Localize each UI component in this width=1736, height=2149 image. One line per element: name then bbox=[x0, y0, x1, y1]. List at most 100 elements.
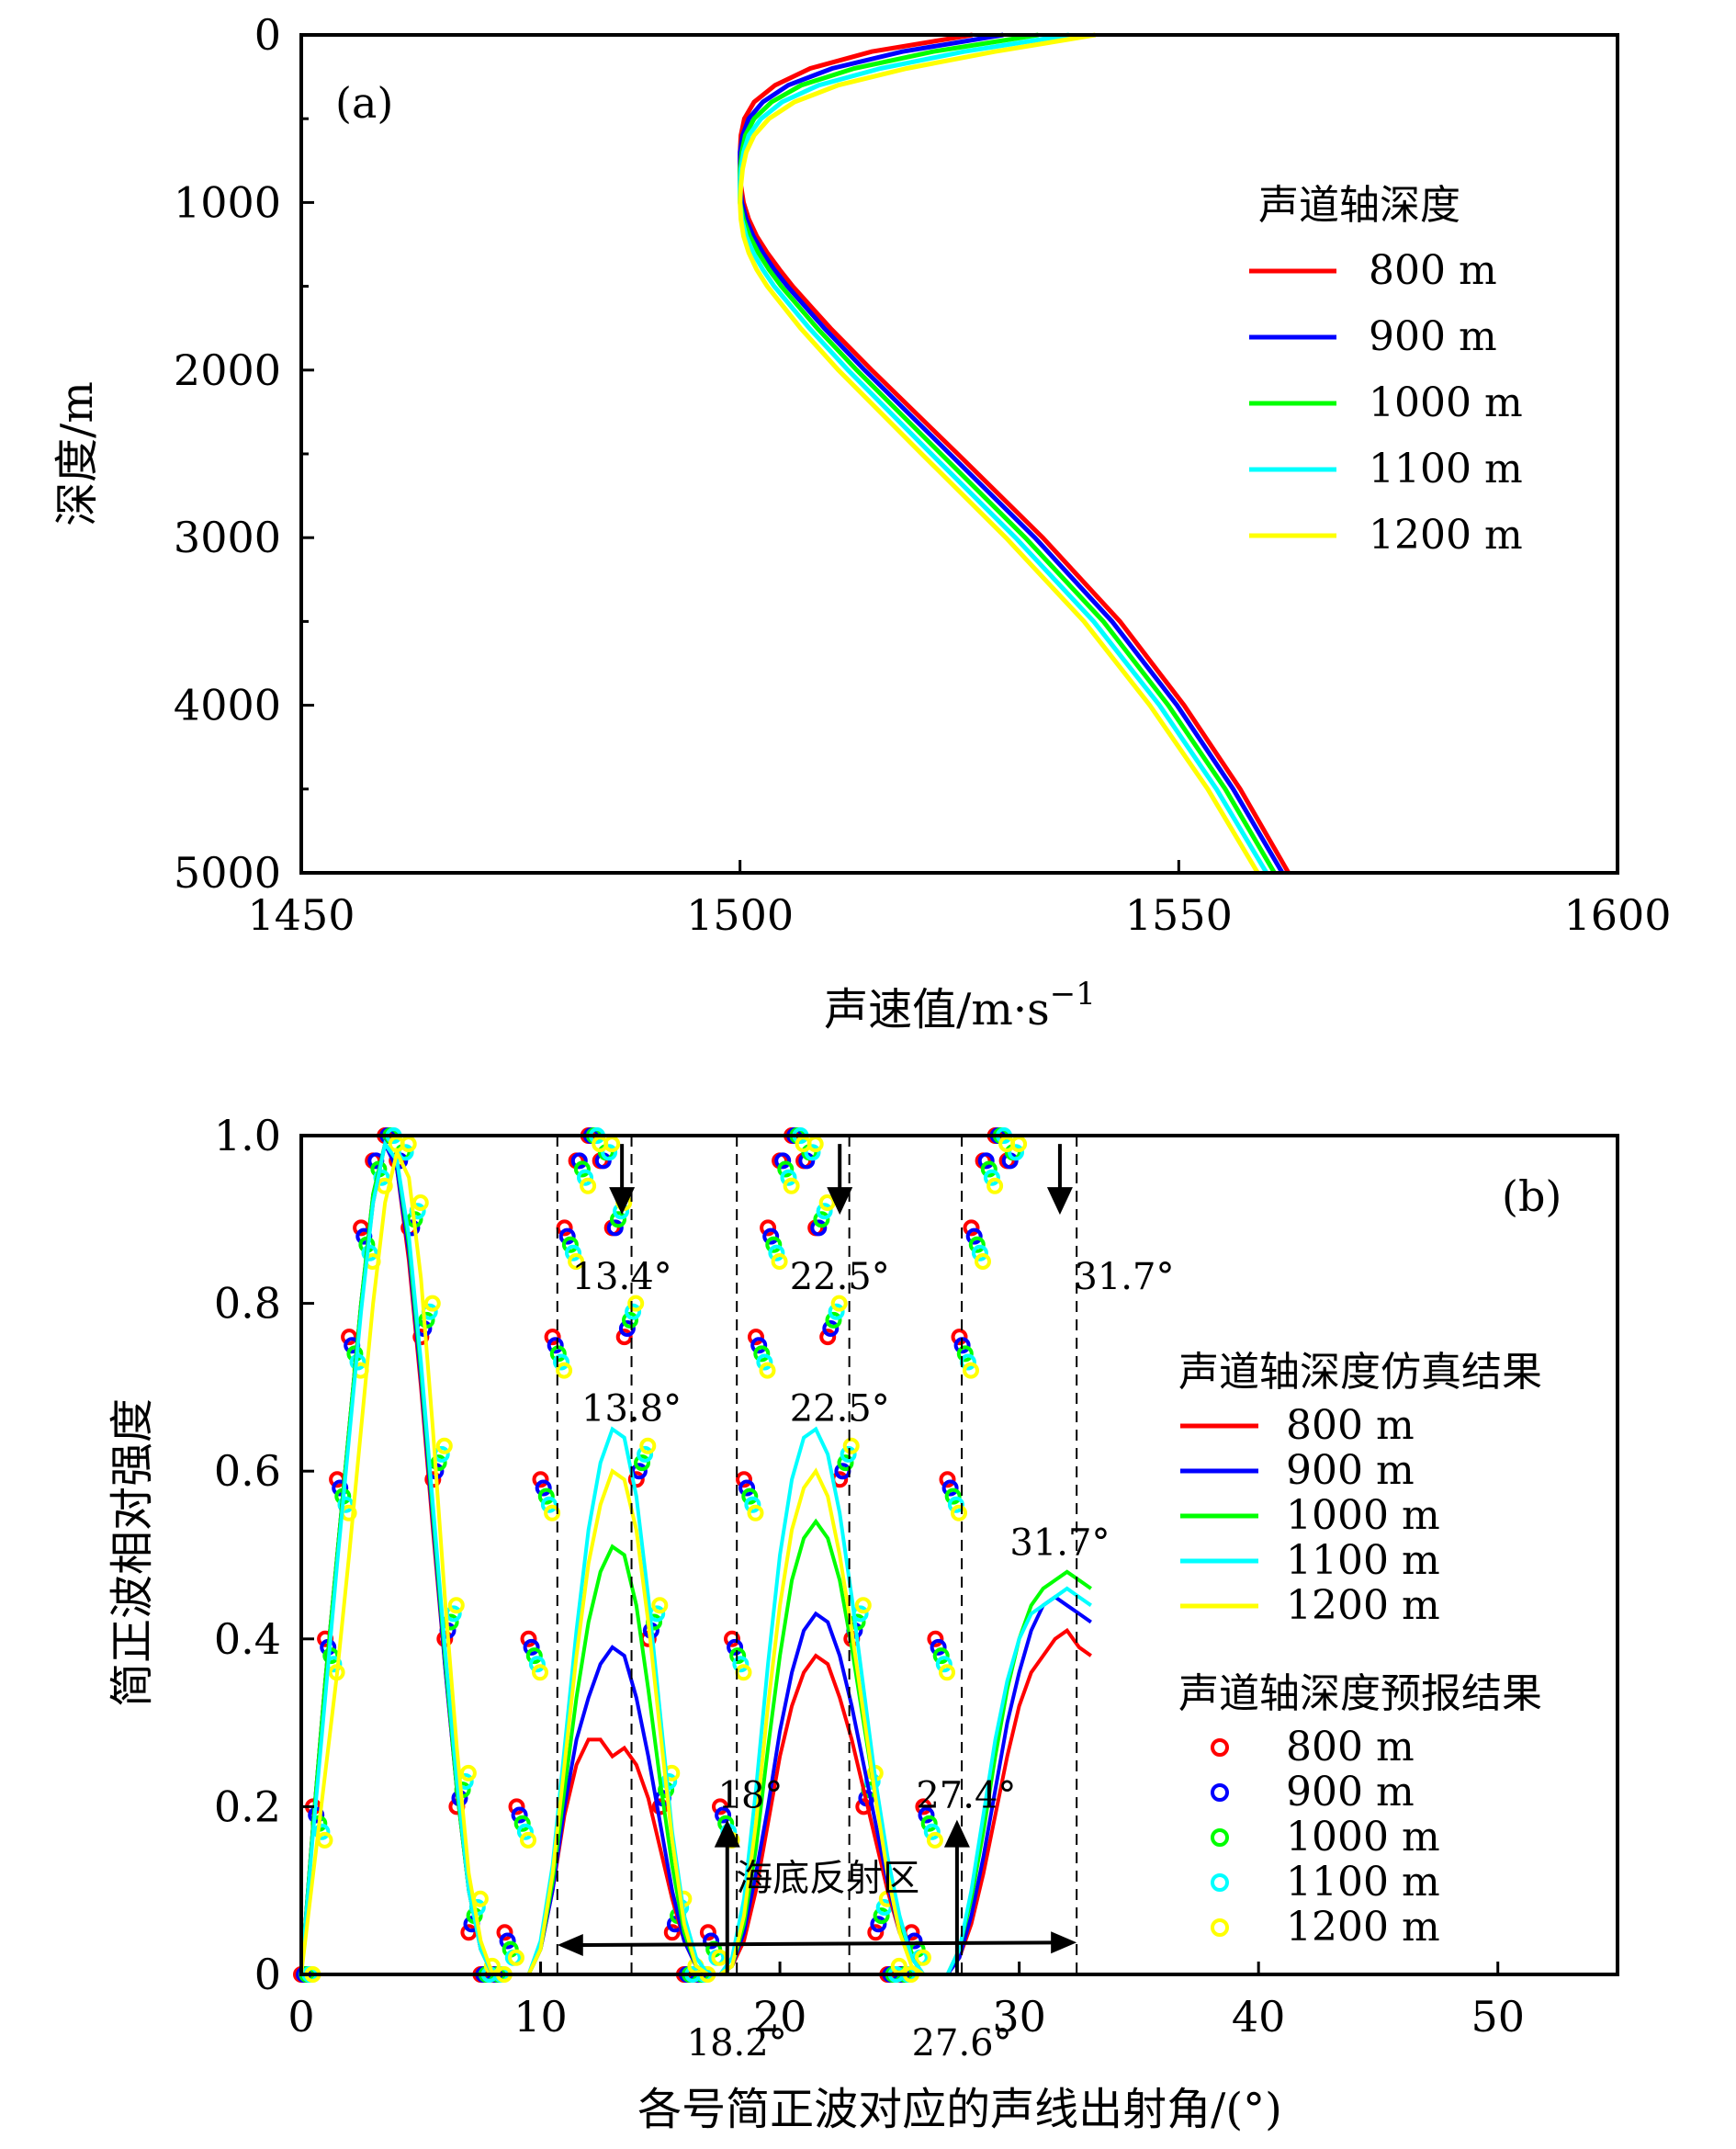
panel-b-pred-marker-3 bbox=[804, 1144, 821, 1161]
panel-b-annotation: 27.4° bbox=[916, 1774, 1016, 1816]
panel-a-ytick-label: 5000 bbox=[174, 848, 281, 898]
panel-a-ytick-label: 2000 bbox=[174, 345, 281, 395]
panel-b-legend-pred-swatch-1 bbox=[1211, 1783, 1229, 1802]
panel-b-pred-marker-1 bbox=[558, 1227, 576, 1245]
panel-b-pred-marker-3 bbox=[577, 1169, 593, 1186]
panel-b-legend-sim-title: 声道轴深度仿真结果 bbox=[1178, 1349, 1542, 1396]
panel-b-pred-marker-4 bbox=[400, 1136, 417, 1153]
panel-b-pred-marker-3 bbox=[923, 1823, 941, 1840]
panel-b-pred-marker-3 bbox=[397, 1144, 414, 1161]
panel-b-pred-marker-1 bbox=[547, 1337, 564, 1354]
panel-b-xtick-label: 30 bbox=[992, 1992, 1046, 2042]
panel-a-legend-label-3: 1100 m bbox=[1369, 446, 1523, 492]
panel-a-series-line-0 bbox=[738, 32, 1291, 875]
panel-b-pred-marker-4 bbox=[580, 1177, 597, 1194]
panel-b-legend-pred-label-0: 800 m bbox=[1286, 1724, 1415, 1770]
panel-b-legend-sim-label-4: 1200 m bbox=[1286, 1582, 1440, 1629]
panel-a-xtick-label: 1500 bbox=[686, 890, 794, 940]
panel-b-pred-marker-1 bbox=[606, 1219, 624, 1237]
panel-b-pred-marker-0 bbox=[736, 1471, 752, 1488]
panel-b-pred-marker-1 bbox=[570, 1152, 588, 1170]
panel-b-pred-marker-2 bbox=[813, 1211, 830, 1228]
panel-b-xtick-label: 20 bbox=[753, 1992, 807, 2042]
panel-b-pred-marker-2 bbox=[561, 1236, 579, 1253]
panel-b-pred-marker-3 bbox=[935, 1656, 953, 1673]
panel-b-pred-marker-3 bbox=[565, 1244, 581, 1261]
panel-b-ytick-label: 0 bbox=[254, 1950, 281, 1999]
panel-b-pred-marker-3 bbox=[1008, 1144, 1024, 1161]
panel-b-legend-pred-swatch-2 bbox=[1211, 1828, 1229, 1847]
panel-b-legend-pred-swatch-3 bbox=[1211, 1873, 1229, 1892]
panel-b-pred-marker-3 bbox=[732, 1656, 750, 1673]
panel-b-pred-marker-3 bbox=[780, 1169, 797, 1186]
panel-b-pred-marker-2 bbox=[622, 1311, 638, 1329]
panel-b-pred-marker-4 bbox=[423, 1295, 441, 1312]
panel-b-pred-marker-1 bbox=[774, 1152, 792, 1170]
panel-b-pred-marker-4 bbox=[914, 1949, 931, 1966]
panel-b-pred-marker-4 bbox=[435, 1437, 453, 1454]
panel-b-pred-marker-0 bbox=[615, 1329, 633, 1346]
panel-b-pred-marker-0 bbox=[663, 1924, 681, 1941]
panel-b-pred-marker-2 bbox=[873, 1907, 890, 1925]
panel-b-xtick-label: 40 bbox=[1232, 1992, 1286, 2042]
panel-b-pred-marker-1 bbox=[822, 1320, 840, 1337]
panel-b-pred-marker-0 bbox=[520, 1630, 537, 1647]
panel-a-series-line-4 bbox=[738, 32, 1260, 875]
panel-b-pred-marker-2 bbox=[610, 1211, 626, 1228]
panel-b-pred-marker-4 bbox=[603, 1136, 621, 1153]
panel-b-pred-marker-2 bbox=[525, 1647, 543, 1665]
panel-b-pred-marker-0 bbox=[544, 1329, 561, 1346]
panel-b-pred-marker-2 bbox=[537, 1487, 555, 1505]
panel-a-legend-title: 声道轴深度 bbox=[1258, 182, 1460, 229]
panel-a-legend-label-4: 1200 m bbox=[1369, 512, 1523, 559]
panel-b-pred-marker-3 bbox=[840, 1445, 857, 1463]
panel-b-pred-marker-1 bbox=[535, 1479, 552, 1497]
panel-b-region-arrow-left-head bbox=[557, 1934, 583, 1957]
panel-b-pred-marker-4 bbox=[568, 1253, 585, 1270]
panel-a-ytick-label: 1000 bbox=[174, 177, 281, 227]
panel-b-legend-sim-label-1: 900 m bbox=[1286, 1447, 1415, 1494]
panel-b-pred-marker-2 bbox=[418, 1311, 435, 1329]
panel-b-sim-line-3 bbox=[299, 1139, 1092, 1976]
panel-b-pred-marker-1 bbox=[941, 1479, 959, 1497]
panel-b-pred-marker-4 bbox=[771, 1253, 788, 1270]
panel-b-annotation: 27.6° bbox=[912, 2022, 1012, 2064]
panel-b-pred-marker-3 bbox=[553, 1353, 569, 1371]
panel-b-pred-marker-4 bbox=[759, 1362, 776, 1379]
panel-a-sound-speed-profile: 1450 1500 1550 1600 0 1000 2000 3000 4000 5000 (a… bbox=[51, 10, 1672, 1035]
panel-b-xtick-label: 0 bbox=[287, 1992, 314, 2042]
panel-a-series-line-3 bbox=[738, 32, 1269, 875]
panel-b-pred-marker-2 bbox=[513, 1815, 531, 1832]
panel-b-ytick-label: 0.2 bbox=[214, 1781, 281, 1831]
panel-b-legend-pred-swatch-0 bbox=[1211, 1738, 1229, 1757]
panel-b-arrow-31-7-head bbox=[1046, 1187, 1073, 1216]
panel-b-annotation: 18° bbox=[718, 1774, 783, 1816]
panel-b-ytick-label: 0.6 bbox=[214, 1446, 281, 1496]
panel-b-pred-marker-1 bbox=[727, 1638, 744, 1656]
panel-b-pred-marker-4 bbox=[459, 1764, 477, 1781]
panel-b-pred-marker-0 bbox=[951, 1329, 968, 1346]
panel-b-arrow-18-head bbox=[714, 1819, 740, 1848]
panel-b-pred-marker-4 bbox=[532, 1664, 548, 1681]
panel-b-pred-marker-0 bbox=[353, 1219, 370, 1237]
panel-b-annotation: 22.5° bbox=[790, 1256, 890, 1298]
panel-b-annotation: 22.5° bbox=[790, 1387, 890, 1430]
panel-b-region-arrow-right-head bbox=[1051, 1931, 1077, 1954]
panel-b-region-arrow-shaft bbox=[579, 1940, 1055, 1948]
panel-b-pred-marker-0 bbox=[915, 1798, 932, 1815]
panel-a-ticks: 1450 1500 1550 1600 0 1000 2000 3000 4000 5000 bbox=[174, 10, 1672, 940]
panel-b-pred-marker-2 bbox=[741, 1487, 759, 1505]
panel-b-pred-marker-3 bbox=[816, 1203, 833, 1220]
panel-b-pred-marker-4 bbox=[818, 1194, 836, 1211]
panel-a-xtick-label: 1600 bbox=[1563, 890, 1671, 940]
panel-b-legend-pred-label-3: 1100 m bbox=[1286, 1859, 1440, 1906]
panel-b-pred-marker-0 bbox=[496, 1924, 513, 1941]
panel-b-pred-marker-0 bbox=[627, 1471, 645, 1488]
panel-b-label: (b) bbox=[1502, 1171, 1561, 1221]
panel-b-pred-marker-3 bbox=[625, 1303, 642, 1320]
panel-b-ticks: 0 10 20 30 40 50 0 0.2 0.4 0.6 0.8 1.0 bbox=[214, 1111, 1525, 2042]
panel-b-pred-marker-3 bbox=[744, 1496, 761, 1513]
panel-b-pred-marker-4 bbox=[842, 1437, 860, 1454]
panel-b-arrow-27-4-head bbox=[943, 1819, 970, 1848]
